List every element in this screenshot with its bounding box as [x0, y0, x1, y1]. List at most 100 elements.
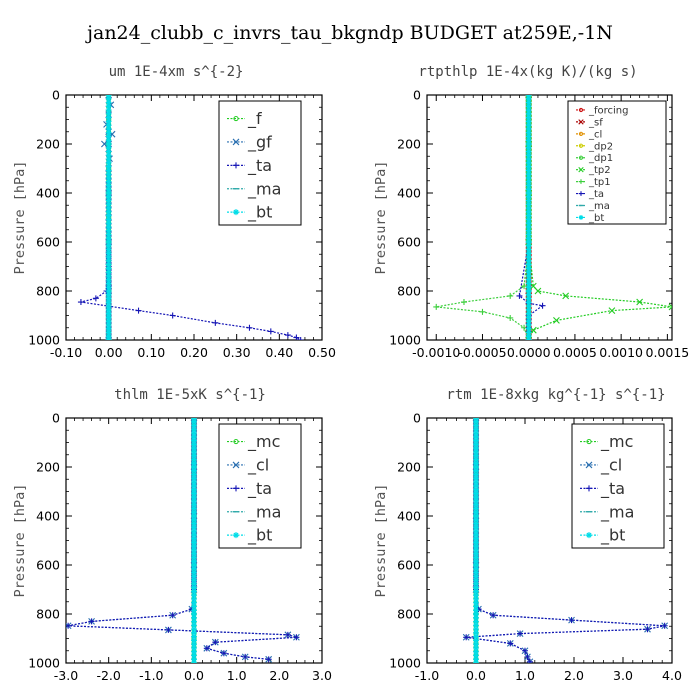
panel-title: rtm 1E-8xkg kg^{-1} s^{-1} [446, 387, 665, 403]
data-point-fill [525, 201, 532, 208]
y-tick-label: 600 [36, 558, 60, 573]
data-point-fill [191, 584, 197, 591]
data-point-fill [525, 156, 532, 162]
data-point-fill [473, 528, 479, 534]
data-point-fill [105, 212, 112, 219]
data-point-fill [525, 205, 532, 211]
data-point-fill [525, 329, 532, 336]
data-point-fill [473, 449, 479, 455]
data-point-fill [191, 641, 197, 647]
data-point-fill [191, 630, 197, 636]
x-tick-label: 4.0 [662, 668, 682, 683]
x-tick-label: 3.0 [613, 668, 633, 683]
data-point [169, 612, 176, 619]
data-point [284, 332, 291, 339]
legend-box [218, 100, 302, 226]
legend-label: _ma [247, 179, 281, 199]
data-point-fill [191, 596, 197, 602]
data-point-fill [105, 231, 112, 238]
data-point-fill [525, 322, 532, 328]
series-line [436, 95, 530, 340]
data-point-fill [525, 216, 532, 223]
data-point-fill [105, 307, 112, 313]
data-point-fill [191, 539, 197, 546]
data-point-fill [525, 126, 532, 132]
legend-box [571, 423, 665, 549]
data-point-fill [473, 573, 479, 580]
legend-marker [233, 115, 239, 122]
data-point-fill [473, 445, 479, 451]
data-point-fill [525, 303, 532, 309]
data-point-fill [473, 479, 479, 485]
x-tick-label: 0.30 [223, 345, 251, 360]
data-point-fill [105, 209, 112, 215]
x-tick-label: 0.0000 [507, 345, 551, 360]
legend-label: _mc [247, 432, 280, 452]
legend-marker [232, 461, 240, 469]
legend-label: _cl [600, 456, 622, 476]
x-tick-label: 0.0005 [553, 345, 597, 360]
data-point-fill [191, 456, 197, 463]
panel-title: um 1E-4xm s^{-2} [109, 64, 244, 80]
data-point-fill [525, 261, 532, 268]
panel-title: rtpthlp 1E-4x(kg K)/(kg s) [418, 64, 637, 80]
data-point [66, 622, 72, 629]
data-point-fill [473, 543, 479, 549]
data-point-fill [473, 539, 479, 546]
data-point [105, 190, 112, 196]
data-point-fill [191, 569, 197, 576]
data-point-fill [473, 614, 479, 621]
data-point-fill [525, 99, 532, 106]
x-tick-label: 0.10 [137, 345, 165, 360]
data-point-fill [191, 494, 197, 500]
data-point-fill [191, 626, 197, 632]
y-tick-label: 400 [397, 186, 421, 201]
legend-marker [578, 107, 584, 113]
data-point-fill [473, 486, 479, 493]
legend-label: _cl [588, 129, 602, 140]
panel-title: thlm 1E-5xK s^{-1} [114, 387, 266, 403]
legend-marker [586, 438, 592, 445]
data-point-fill [473, 505, 479, 512]
data-point [297, 337, 304, 340]
data-point-fill [525, 333, 532, 340]
data-point-fill [105, 152, 112, 159]
data-point-fill [473, 554, 479, 561]
data-point-fill [473, 471, 479, 478]
data-point-fill [105, 314, 112, 321]
data-point [284, 631, 291, 638]
data-point-fill [473, 434, 479, 440]
data-point-fill [525, 193, 532, 200]
y-tick-label: 1000 [28, 333, 60, 348]
data-point-fill [191, 618, 197, 625]
data-point-fill [105, 299, 112, 306]
legend-label: _cl [247, 456, 269, 476]
data-point-fill [105, 273, 112, 279]
data-point-fill [191, 449, 197, 455]
data-point-fill [105, 303, 112, 309]
y-tick-label: 400 [397, 509, 421, 524]
data-point-fill [105, 269, 112, 275]
data-point-fill [525, 107, 532, 113]
panel-thlm: thlm 1E-5xK s^{-1} Pressure [hPa] -3.0 -2.0… [12, 387, 332, 683]
data-point-fill [525, 224, 532, 230]
y-tick-label: 600 [36, 235, 60, 250]
data-point-fill [473, 596, 479, 602]
legend-marker [578, 131, 584, 136]
data-point-fill [105, 163, 112, 170]
data-point-fill [105, 167, 112, 174]
data-point-fill [525, 307, 532, 313]
legend-label: _ta [600, 479, 625, 499]
legend-label: _ma [247, 502, 281, 522]
legend-label: _ta [247, 479, 272, 499]
data-point-fill [525, 276, 532, 283]
data-point-fill [525, 310, 532, 317]
data-point-fill [473, 520, 479, 527]
data-point-fill [191, 592, 197, 598]
data-point-fill [525, 129, 532, 136]
data-point-fill [191, 554, 197, 561]
data-point-fill [473, 490, 479, 497]
data-point-fill [525, 318, 532, 324]
data-point-fill [525, 254, 532, 260]
legend-label: _ma [588, 201, 610, 212]
